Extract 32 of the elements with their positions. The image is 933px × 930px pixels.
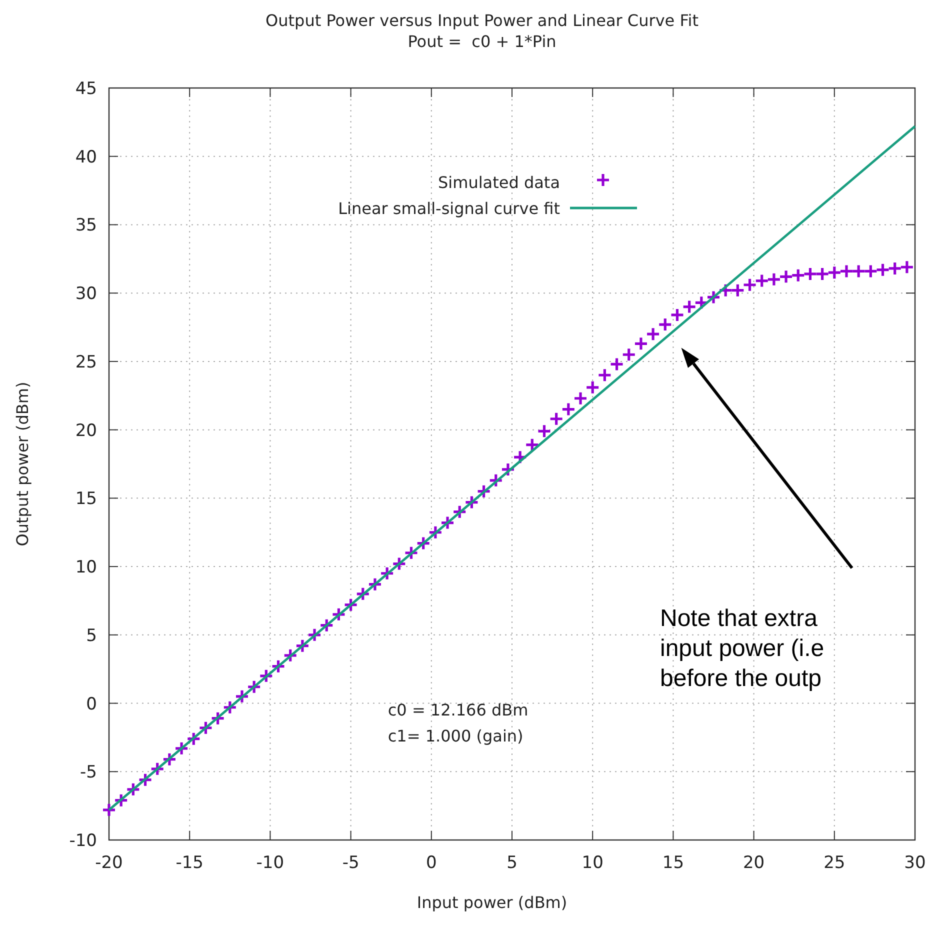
chart-subtitle: Pout = c0 + 1*Pin (408, 32, 556, 51)
legend-label: Linear small-signal curve fit (338, 199, 560, 218)
y-tick-label: 25 (75, 352, 97, 372)
y-tick-label: 15 (75, 489, 97, 510)
y-tick-label: 45 (75, 79, 97, 99)
y-tick-label: 10 (75, 558, 97, 578)
y-tick-label: 5 (86, 626, 97, 646)
y-tick-label: 20 (75, 420, 97, 441)
legend-label: Simulated data (438, 173, 560, 192)
x-tick-label: -10 (256, 853, 284, 873)
x-tick-label: 15 (662, 853, 684, 873)
annotation: c1= 1.000 (gain) (388, 726, 524, 746)
y-tick-label: 30 (75, 284, 97, 304)
y-axis-title: Output power (dBm) (13, 382, 32, 546)
x-tick-label: 30 (904, 853, 926, 873)
x-tick-label: 0 (426, 853, 437, 873)
x-tick-label: 10 (582, 853, 604, 873)
y-tick-label: 40 (75, 147, 97, 168)
y-tick-label: -5 (80, 762, 97, 783)
x-tick-label: 5 (506, 853, 518, 873)
y-tick-label: -10 (69, 831, 97, 851)
y-tick-label: 35 (75, 216, 97, 236)
y-tick-label: 0 (86, 694, 97, 714)
x-tick-label: -20 (95, 853, 123, 873)
x-tick-label: -15 (176, 853, 204, 873)
annotation: Note that extra input power (i.e before the outp (660, 605, 824, 692)
x-tick-label: -5 (342, 853, 360, 873)
x-tick-label: 25 (824, 853, 846, 873)
x-axis-title: Input power (dBm) (416, 893, 568, 912)
annotation: c0 = 12.166 dBm (388, 700, 528, 720)
chart-title: Output Power versus Input Power and Linear Curve Fit (266, 11, 698, 30)
x-tick-label: 20 (742, 853, 765, 873)
